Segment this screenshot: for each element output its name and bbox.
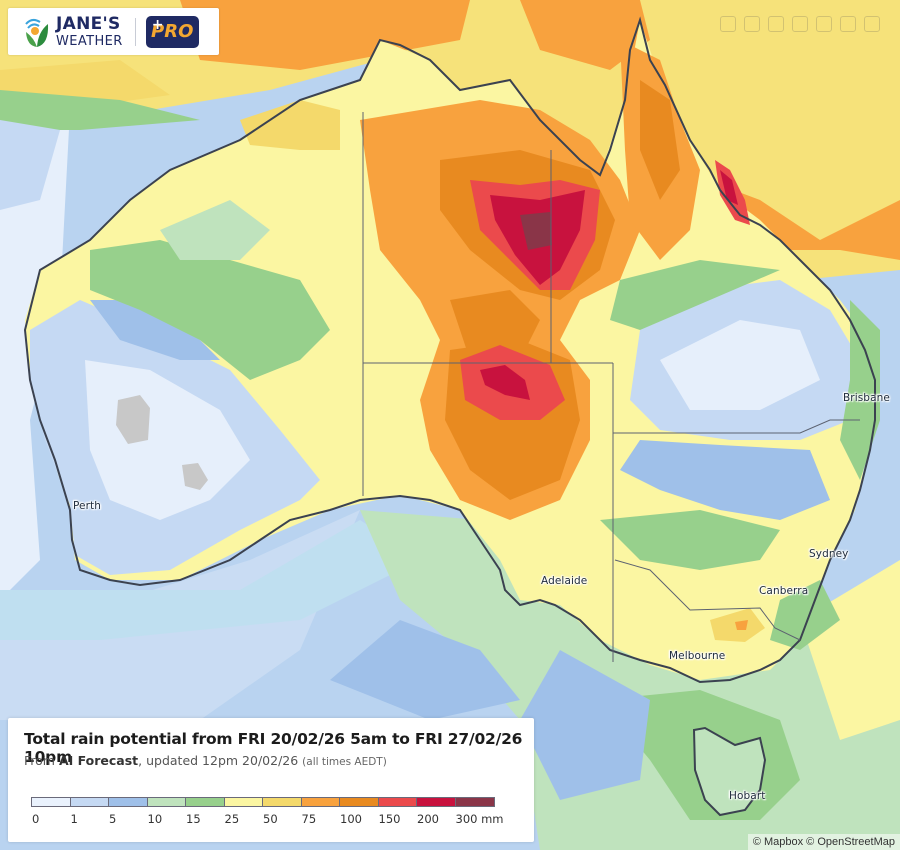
scale-swatch [186,798,225,806]
scale-swatch [32,798,71,806]
timezone-note: (all times AEDT) [302,756,387,768]
map-toolbar [720,16,880,32]
pro-badge[interactable]: + PRO [145,15,199,48]
scale-swatch [417,798,456,806]
plus-icon: + [151,16,164,33]
forecast-source: AI Forecast [58,753,139,768]
scale-tick-label: 100 [340,812,362,826]
scale-tick-label: 5 [109,812,117,826]
rain-legend: Total rain potential from FRI 20/02/26 5… [8,718,534,842]
scale-tick-label: 0 [32,812,40,826]
video-icon[interactable] [840,16,856,32]
scale-ticks: 0 1 5 10 15 25 50 75 100 150 200 300 mm [8,812,534,826]
city-label-canberra: Canberra [759,585,809,597]
scale-swatch [378,798,417,806]
city-label-perth: Perth [73,500,102,512]
city-label-adelaide: Adelaide [541,575,588,587]
city-label-melbourne: Melbourne [669,650,726,662]
city-label-sydney: Sydney [809,548,849,560]
color-scale [31,797,495,807]
camera-icon[interactable] [816,16,832,32]
scale-tick-label: 50 [263,812,278,826]
scale-swatch [109,798,148,806]
city-label-brisbane: Brisbane [843,392,890,404]
scale-tick-label: 10 [147,812,163,826]
scale-tick-label: 15 [186,812,201,826]
layers-icon[interactable] [792,16,808,32]
scale-tick-label: 300 mm [455,812,504,826]
chart-icon[interactable] [768,16,784,32]
clock-icon[interactable] [744,16,760,32]
sub-prefix: From [24,753,59,768]
updated-time: , updated 12pm 20/02/26 [138,753,303,768]
scale-tick-label: 1 [70,812,78,826]
logo-divider [134,17,136,46]
scale-swatch [224,798,263,806]
scale-swatch [147,798,186,806]
legend-subtitle: From AI Forecast, updated 12pm 20/02/26 … [24,753,387,768]
brand-line2: WEATHER [56,33,123,49]
comment-icon[interactable] [720,16,736,32]
scale-swatch [301,798,340,806]
scale-tick-label: 25 [224,812,240,826]
map-attribution[interactable]: © Mapbox © OpenStreetMap [747,834,900,850]
scale-tick-label: 200 [417,812,439,826]
expand-icon[interactable] [864,16,880,32]
brand-line1: JANE'S [56,13,121,34]
scale-swatch [70,798,109,806]
scale-swatch [263,798,302,806]
scale-tick-label: 75 [301,812,317,826]
city-label-hobart: Hobart [729,790,766,802]
legend-title: Total rain potential from FRI 20/02/26 5… [24,730,523,766]
brand-name: JANE'S WEATHER [56,13,123,49]
scale-swatch [455,798,494,806]
pro-label: PRO [151,21,194,42]
brand-logo[interactable]: JANE'S WEATHER + PRO [8,8,219,55]
scale-swatch [340,798,379,806]
janes-weather-logo-icon [25,18,49,47]
scale-tick-label: 150 [378,812,401,826]
